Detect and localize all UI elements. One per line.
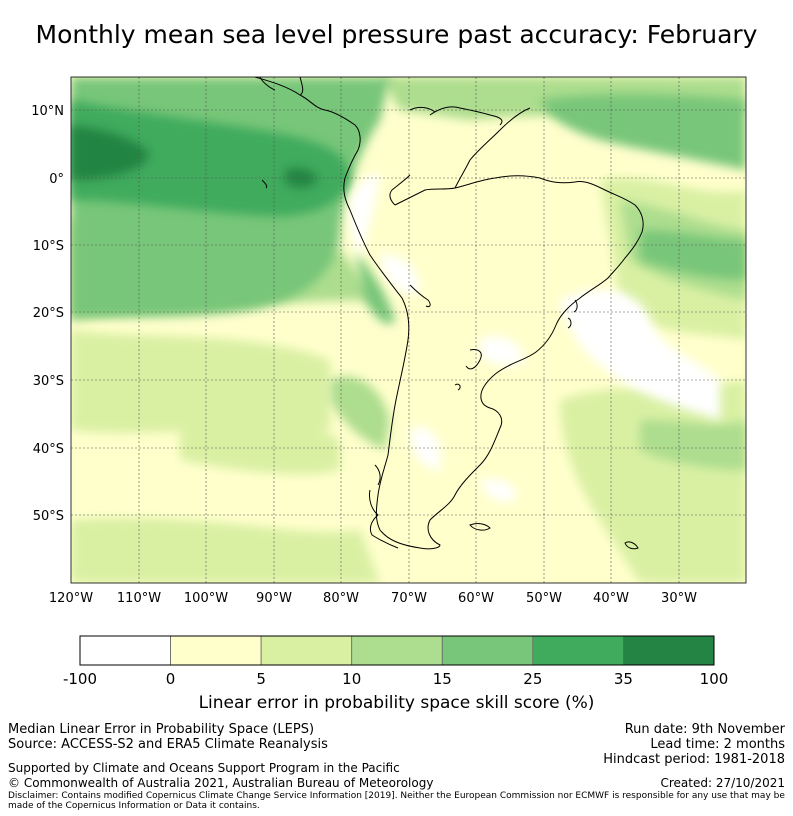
footer-created: Created: 27/10/2021	[660, 776, 785, 790]
colorbar	[79, 635, 715, 666]
longitude-labels: 120°W 110°W 100°W 90°W 80°W 70°W 60°W 50…	[49, 591, 697, 606]
colorbar-swatch	[532, 635, 624, 666]
latitude-labels: 10°N 0° 10°S 20°S 30°S 40°S 50°S	[31, 104, 64, 524]
lon-label: 110°W	[117, 591, 161, 606]
map-frame	[70, 76, 747, 584]
footer-run-date: Run date: 9th November	[624, 722, 785, 737]
lat-label: 20°S	[33, 306, 64, 321]
colorbar-tick-label: 10	[342, 670, 361, 688]
lon-label: 70°W	[391, 591, 427, 606]
footer-lead-time: Lead time: 2 months	[650, 737, 785, 752]
lat-label: 30°S	[33, 374, 64, 389]
colorbar-tick-label: 25	[523, 670, 542, 688]
lon-label: 30°W	[661, 591, 697, 606]
coastline	[254, 77, 644, 550]
colorbar-tick-label: 100	[700, 670, 729, 688]
lat-label: 0°	[49, 172, 64, 187]
colorbar-tick-label: 5	[256, 670, 266, 688]
colorbar-tick-label: 15	[433, 670, 452, 688]
footer-source: Source: ACCESS-S2 and ERA5 Climate Reana…	[8, 737, 328, 752]
footer-disclaimer: Disclaimer: Contains modified Copernicus…	[8, 791, 785, 811]
footer-copyright: © Commonwealth of Australia 2021, Austra…	[8, 776, 434, 790]
colorbar-labels: -100 0 5 10 15 25 35 100	[63, 670, 728, 688]
footer-supported: Supported by Climate and Oceans Support …	[8, 761, 400, 775]
colorbar-tick-label: 0	[166, 670, 176, 688]
gridlines	[71, 77, 746, 583]
lon-label: 50°W	[526, 591, 562, 606]
lat-label: 50°S	[33, 509, 64, 524]
footer-hindcast: Hindcast period: 1981-2018	[603, 752, 785, 767]
lat-label: 40°S	[33, 442, 64, 457]
lat-label: 10°S	[33, 239, 64, 254]
lon-label: 80°W	[323, 591, 359, 606]
colorbar-swatch	[170, 635, 262, 666]
colorbar-swatch	[623, 635, 715, 666]
colorbar-swatch	[79, 635, 171, 666]
chart-title: Monthly mean sea level pressure past acc…	[35, 20, 758, 49]
colorbar-swatch	[351, 635, 443, 666]
colorbar-frame	[79, 635, 715, 666]
colorbar-tick-label: 35	[614, 670, 633, 688]
colorbar-title: Linear error in probability space skill …	[198, 693, 595, 713]
lat-label: 10°N	[31, 104, 64, 119]
lon-label: 100°W	[184, 591, 228, 606]
colorbar-swatch	[260, 635, 353, 666]
lon-label: 40°W	[593, 591, 629, 606]
colorbar-swatch	[441, 635, 534, 666]
lon-label: 120°W	[49, 591, 93, 606]
lon-label: 60°W	[458, 591, 494, 606]
colorbar-tick-label: -100	[63, 670, 97, 688]
lon-label: 90°W	[256, 591, 292, 606]
footer-leps: Median Linear Error in Probability Space…	[8, 722, 315, 737]
